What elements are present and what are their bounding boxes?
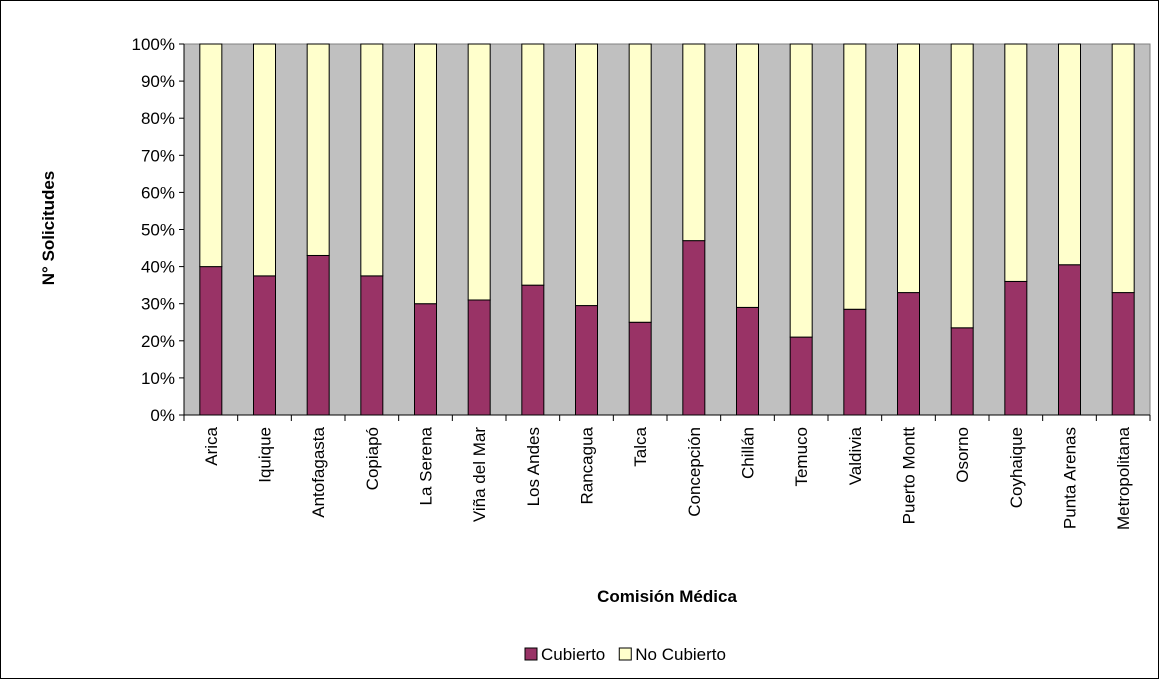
bar-cubierto	[253, 275, 276, 416]
y-axis-title: N° Solicitudes	[39, 171, 58, 285]
bar-no-cubierto	[897, 43, 920, 294]
bar-no-cubierto	[360, 43, 384, 277]
bar-cubierto	[199, 266, 223, 416]
y-tick-label: 10%	[141, 369, 175, 388]
x-tick-label: Los Andes	[524, 427, 543, 506]
legend-label-cubierto: Cubierto	[541, 645, 605, 664]
bar-no-cubierto	[682, 43, 706, 242]
x-tick-label: Osorno	[953, 427, 972, 483]
bar-cubierto	[843, 308, 867, 416]
legend-swatch-no-cubierto	[618, 647, 632, 661]
bar-no-cubierto	[950, 43, 974, 329]
y-tick-label: 20%	[141, 332, 175, 351]
bar-cubierto	[897, 292, 920, 416]
bar-cubierto	[950, 327, 974, 416]
x-tick-label: Rancagua	[578, 426, 597, 504]
bar-no-cubierto	[521, 43, 545, 286]
x-tick-label: Arica	[202, 426, 221, 465]
y-tick-label: 30%	[141, 295, 175, 314]
x-tick-label: La Serena	[417, 426, 436, 505]
bar-cubierto	[1004, 280, 1028, 416]
bar-cubierto	[789, 336, 813, 416]
bar-cubierto	[360, 275, 384, 416]
bar-cubierto	[575, 305, 598, 416]
bar-no-cubierto	[414, 43, 437, 305]
bar-no-cubierto	[628, 43, 652, 323]
legend-label-no-cubierto: No Cubierto	[635, 645, 726, 664]
bar-no-cubierto	[736, 43, 759, 308]
x-tick-label: Viña del Mar	[470, 427, 489, 522]
x-tick-label: Concepción	[685, 427, 704, 517]
legend: Cubierto No Cubierto	[524, 645, 726, 664]
bar-no-cubierto	[253, 43, 276, 277]
x-tick-label: Temuco	[792, 427, 811, 487]
y-tick-label: 100%	[132, 35, 175, 54]
x-tick-label: Iquique	[256, 427, 275, 483]
x-axis-title: Comisión Médica	[597, 587, 737, 606]
bar-cubierto	[467, 299, 491, 416]
x-tick-label: Chillán	[739, 427, 758, 479]
bar-no-cubierto	[1111, 43, 1135, 294]
y-tick-label: 50%	[141, 221, 175, 240]
bar-cubierto	[736, 306, 759, 416]
bar-cubierto	[1058, 264, 1081, 416]
y-tick-label: 90%	[141, 72, 175, 91]
y-tick-label: 80%	[141, 109, 175, 128]
bar-no-cubierto	[199, 43, 223, 268]
bar-cubierto	[306, 254, 330, 416]
y-tick-label: 0%	[150, 406, 175, 425]
bar-no-cubierto	[306, 43, 330, 256]
bar-cubierto	[628, 321, 652, 416]
x-tick-label: Puerto Montt	[900, 427, 919, 525]
bar-no-cubierto	[1058, 43, 1081, 266]
x-tick-label: Coyhaique	[1007, 427, 1026, 508]
x-tick-label: Talca	[631, 426, 650, 466]
axes	[179, 43, 1151, 421]
bar-cubierto	[1111, 292, 1135, 416]
bar-no-cubierto	[467, 43, 491, 301]
plot-area	[183, 43, 1151, 416]
bar-cubierto	[521, 284, 545, 416]
x-tick-label: Valdivia	[846, 426, 865, 485]
bar-cubierto	[682, 240, 706, 416]
bar-cubierto	[414, 303, 437, 416]
x-tick-label: Punta Arenas	[1061, 427, 1080, 529]
y-tick-label: 40%	[141, 258, 175, 277]
bars	[199, 43, 1135, 416]
bar-no-cubierto	[1004, 43, 1028, 282]
bar-no-cubierto	[843, 43, 867, 310]
x-tick-label: Copiapó	[363, 427, 382, 490]
y-tick-labels: 0% 10% 20% 30% 40% 50% 60% 70% 80% 90% 100%	[132, 35, 175, 425]
y-tick-label: 60%	[141, 183, 175, 202]
bar-no-cubierto	[789, 43, 813, 338]
legend-swatch-cubierto	[524, 647, 538, 661]
x-tick-labels: Arica Iquique Antofagasta Copiapó La Serena V…	[202, 426, 1133, 530]
x-tick-label: Antofagasta	[309, 426, 328, 517]
x-tick-label: Metropolitana	[1114, 426, 1133, 530]
bar-no-cubierto	[575, 43, 598, 307]
y-tick-label: 70%	[141, 146, 175, 165]
